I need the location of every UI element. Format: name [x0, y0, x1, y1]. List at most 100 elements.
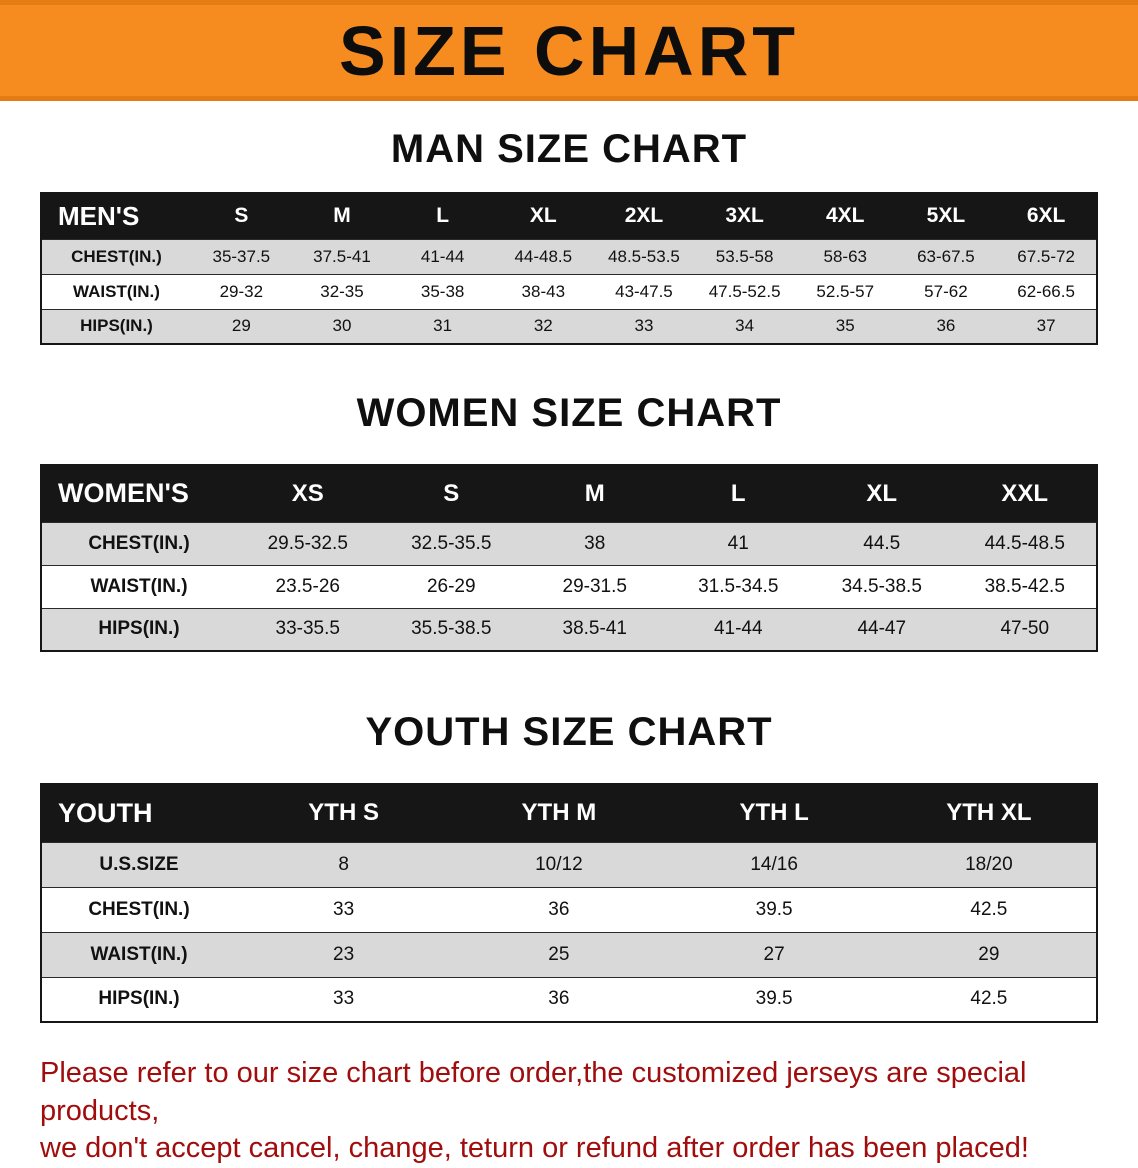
men-size-section: MAN SIZE CHART MEN'S S M L XL 2XL 3XL 4XL 5XL 6XL…: [0, 127, 1138, 345]
size-value-cell: 32: [492, 308, 594, 344]
size-value-cell: 42.5: [881, 886, 1097, 932]
women-size-table-container: WOMEN'S XS S M L XL XXL CHEST(IN.) 29.5-32.5 32.5…: [40, 464, 1098, 652]
row-label: CHEST(IN.): [41, 886, 236, 932]
size-table: WOMEN'S XS S M L XL XXL CHEST(IN.) 29.5-32.5 32.5…: [40, 464, 1098, 652]
size-value-cell: 35: [794, 308, 896, 344]
table-header-row: MEN'S S M L XL 2XL 3XL 4XL 5XL 6XL: [41, 192, 1097, 239]
size-value-cell: 10/12: [451, 841, 667, 887]
table-row: U.S.SIZE 8 10/12 14/16 18/20: [41, 841, 1097, 887]
row-label: HIPS(IN.): [41, 607, 236, 651]
size-value-cell: 63-67.5: [895, 238, 997, 274]
size-column-header: YTH XL: [881, 783, 1097, 842]
disclaimer-line-2: we don't accept cancel, change, teturn o…: [40, 1132, 1029, 1165]
size-value-cell: 44.5: [810, 521, 954, 565]
size-value-cell: 39.5: [666, 976, 882, 1022]
row-label: WAIST(IN.): [41, 931, 236, 977]
youth-section-heading: YOUTH SIZE CHART: [365, 710, 773, 754]
size-column-header: 6XL: [996, 192, 1097, 239]
size-column-header: XL: [810, 464, 954, 522]
table-title-cell: WOMEN'S: [41, 464, 236, 522]
size-value-cell: 38: [523, 521, 667, 565]
size-value-cell: 53.5-58: [694, 238, 795, 274]
table-row: WAIST(IN.) 23 25 27 29: [41, 931, 1097, 977]
size-column-header: M: [523, 464, 667, 522]
size-value-cell: 44-48.5: [492, 238, 594, 274]
size-value-cell: 25: [451, 931, 667, 977]
size-value-cell: 47.5-52.5: [694, 273, 795, 309]
men-size-table-container: MEN'S S M L XL 2XL 3XL 4XL 5XL 6XL CHEST(IN.) 35-37…: [40, 192, 1098, 345]
disclaimer-text: Please refer to our size chart before or…: [40, 1055, 1102, 1168]
size-column-header: L: [666, 464, 810, 522]
size-value-cell: 57-62: [895, 273, 997, 309]
size-value-cell: 33: [593, 308, 695, 344]
size-column-header: S: [191, 192, 292, 239]
row-label: WAIST(IN.): [41, 273, 191, 309]
size-column-header: 5XL: [895, 192, 997, 239]
size-value-cell: 23.5-26: [236, 564, 380, 608]
table-row: WAIST(IN.) 23.5-26 26-29 29-31.5 31.5-34.5 34…: [41, 564, 1097, 608]
table-row: CHEST(IN.) 35-37.5 37.5-41 41-44 44-48.5 48.5…: [41, 238, 1097, 274]
youth-size-table-container: YOUTH YTH S YTH M YTH L YTH XL U.S.SIZE 8 10/12…: [40, 783, 1098, 1023]
size-value-cell: 29.5-32.5: [236, 521, 380, 565]
size-value-cell: 27: [666, 931, 882, 977]
table-row: HIPS(IN.) 33-35.5 35.5-38.5 38.5-41 41-44 44-…: [41, 607, 1097, 651]
table-title-cell: YOUTH: [41, 783, 236, 842]
size-value-cell: 41-44: [666, 607, 810, 651]
youth-size-section: YOUTH SIZE CHART YOUTH YTH S YTH M YTH L YTH…: [0, 710, 1138, 1023]
size-value-cell: 67.5-72: [996, 238, 1097, 274]
size-value-cell: 31.5-34.5: [666, 564, 810, 608]
size-value-cell: 8: [236, 841, 452, 887]
size-value-cell: 26-29: [379, 564, 523, 608]
table-row: CHEST(IN.) 33 36 39.5 42.5: [41, 886, 1097, 932]
size-value-cell: 35-38: [392, 273, 493, 309]
size-value-cell: 38-43: [492, 273, 594, 309]
size-value-cell: 29-32: [191, 273, 292, 309]
size-value-cell: 32-35: [291, 273, 393, 309]
size-column-header: 2XL: [593, 192, 695, 239]
size-value-cell: 30: [291, 308, 393, 344]
size-value-cell: 18/20: [881, 841, 1097, 887]
table-header-row: YOUTH YTH S YTH M YTH L YTH XL: [41, 783, 1097, 842]
size-value-cell: 36: [451, 976, 667, 1022]
content: MAN SIZE CHART MEN'S S M L XL 2XL 3XL 4XL 5XL 6XL…: [0, 127, 1138, 1168]
size-value-cell: 44.5-48.5: [953, 521, 1097, 565]
disclaimer-line-1: Please refer to our size chart before or…: [40, 1057, 1027, 1127]
page-title: SIZE CHART: [339, 11, 799, 90]
size-value-cell: 35.5-38.5: [379, 607, 523, 651]
size-value-cell: 31: [392, 308, 493, 344]
size-value-cell: 14/16: [666, 841, 882, 887]
women-size-section: WOMEN SIZE CHART WOMEN'S XS S M L XL XXL CHEST(…: [0, 391, 1138, 652]
size-column-header: YTH L: [666, 783, 882, 842]
size-column-header: 3XL: [694, 192, 795, 239]
size-value-cell: 41: [666, 521, 810, 565]
size-column-header: XS: [236, 464, 380, 522]
table-row: WAIST(IN.) 29-32 32-35 35-38 38-43 43-47.5 47.…: [41, 273, 1097, 309]
size-value-cell: 32.5-35.5: [379, 521, 523, 565]
size-value-cell: 48.5-53.5: [593, 238, 695, 274]
size-table: YOUTH YTH S YTH M YTH L YTH XL U.S.SIZE 8 10/12…: [40, 783, 1098, 1023]
row-label: HIPS(IN.): [41, 308, 191, 344]
size-value-cell: 36: [895, 308, 997, 344]
size-value-cell: 62-66.5: [996, 273, 1097, 309]
size-value-cell: 52.5-57: [794, 273, 896, 309]
size-value-cell: 23: [236, 931, 452, 977]
banner: SIZE CHART: [0, 0, 1138, 101]
size-value-cell: 33: [236, 976, 452, 1022]
size-value-cell: 37.5-41: [291, 238, 393, 274]
size-column-header: S: [379, 464, 523, 522]
men-section-heading: MAN SIZE CHART: [390, 127, 748, 171]
row-label: U.S.SIZE: [41, 841, 236, 887]
size-column-header: XL: [492, 192, 594, 239]
row-label: CHEST(IN.): [41, 521, 236, 565]
size-value-cell: 43-47.5: [593, 273, 695, 309]
table-title-cell: MEN'S: [41, 192, 191, 239]
size-value-cell: 44-47: [810, 607, 954, 651]
size-column-header: L: [392, 192, 493, 239]
size-value-cell: 41-44: [392, 238, 493, 274]
table-row: CHEST(IN.) 29.5-32.5 32.5-35.5 38 41 44.5 44.5…: [41, 521, 1097, 565]
women-section-heading: WOMEN SIZE CHART: [356, 391, 782, 435]
size-value-cell: 29: [191, 308, 292, 344]
size-column-header: YTH M: [451, 783, 667, 842]
size-value-cell: 34.5-38.5: [810, 564, 954, 608]
